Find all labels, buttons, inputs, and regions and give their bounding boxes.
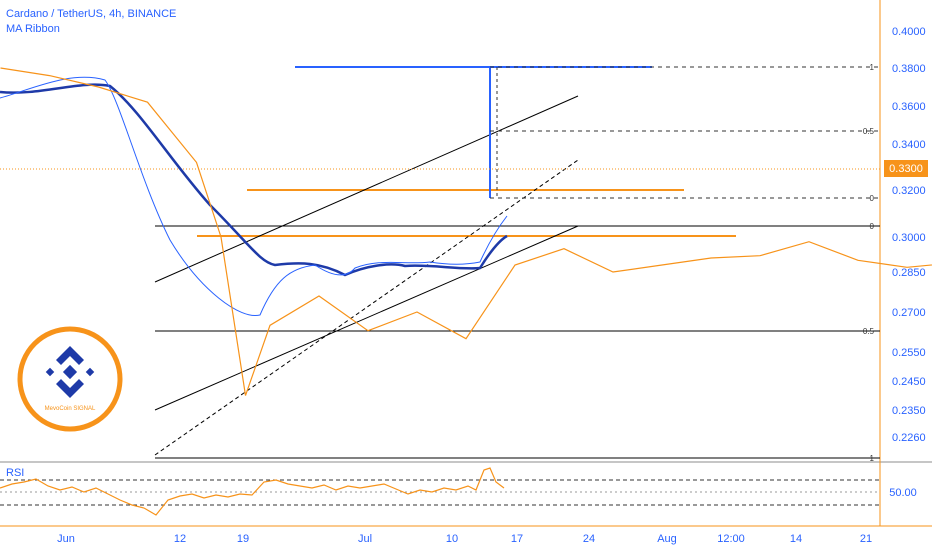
fib-label-zero2: 0: [870, 222, 875, 231]
logo-bottom-chevron: [56, 379, 84, 398]
fib-label-zero: 0: [870, 194, 875, 203]
current-price-box: [884, 160, 928, 177]
price-tick-label: 0.2260: [892, 432, 926, 444]
time-tick-label: 10: [446, 533, 458, 545]
channel-upper-line[interactable]: [154, 95, 579, 283]
current-price-label: 0.3300: [889, 163, 923, 175]
logo-right-diamond: [85, 367, 95, 377]
price-tick-label: 0.3400: [892, 139, 926, 151]
time-tick-label: 19: [237, 533, 249, 545]
rsi-line: [0, 467, 505, 516]
price-tick-label: 0.2450: [892, 376, 926, 388]
price-tick-label: 0.2700: [892, 307, 926, 319]
price-tick-label: 0.4000: [892, 26, 926, 38]
symbol-title[interactable]: Cardano / TetherUS, 4h, BINANCE: [6, 8, 177, 20]
time-tick-label: 21: [860, 533, 872, 545]
logo-top-chevron: [56, 346, 84, 365]
time-axis[interactable]: Jun 12 19 Jul 10 17 24 Aug 12:00 14 21: [57, 533, 872, 545]
channel-lower-line[interactable]: [154, 225, 579, 411]
price-tick-label: 0.3000: [892, 232, 926, 244]
price-tick-label: 0.2350: [892, 405, 926, 417]
fib-label-half2: 0.5: [863, 327, 875, 336]
fib-labels: 1 0.5 0 0 0.5 1: [863, 63, 875, 463]
price-tick-label: 0.3800: [892, 63, 926, 75]
rsi-level-label: 50.00: [889, 487, 917, 499]
price-tick-label: 0.2550: [892, 347, 926, 359]
price-tick-label: 0.3600: [892, 101, 926, 113]
time-tick-label: 12:00: [717, 533, 745, 545]
price-series-line[interactable]: [0, 67, 932, 396]
time-tick-label: 17: [511, 533, 523, 545]
rsi-label: RSI: [6, 467, 24, 479]
binance-logo: MevoCoin SIGNAL: [17, 326, 123, 432]
time-tick-label: Aug: [657, 533, 677, 545]
fib-label-top: 1: [870, 63, 875, 72]
fib-label-mid: 0.5: [863, 127, 875, 136]
logo-center-diamond: [62, 364, 78, 380]
price-tick-label: 0.3200: [892, 185, 926, 197]
channel-mid-line[interactable]: [154, 159, 579, 456]
ma-slow-line: [0, 83, 508, 277]
time-tick-label: 12: [174, 533, 186, 545]
time-tick-label: 24: [583, 533, 595, 545]
price-axis[interactable]: 0.4000 0.3800 0.3600 0.3400 0.3200 0.3000 0.28…: [892, 26, 926, 444]
ma-fast-line: [0, 76, 508, 317]
fib-label-one2: 1: [870, 454, 875, 463]
time-tick-label: Jun: [57, 533, 75, 545]
time-tick-label: 14: [790, 533, 802, 545]
price-tick-label: 0.2850: [892, 267, 926, 279]
time-tick-label: Jul: [358, 533, 372, 545]
logo-left-diamond: [45, 367, 55, 377]
logo-text: MevoCoin SIGNAL: [45, 406, 96, 412]
indicator-title[interactable]: MA Ribbon: [6, 23, 60, 35]
